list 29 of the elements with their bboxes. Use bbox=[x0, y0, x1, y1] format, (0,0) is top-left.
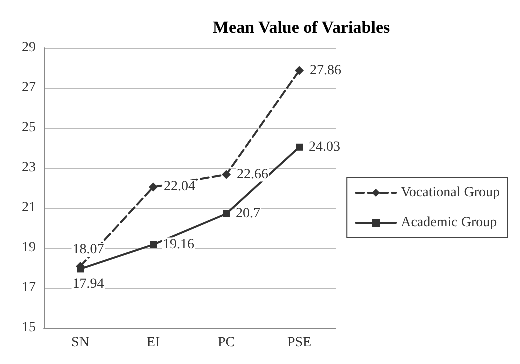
data-label: 17.94 bbox=[72, 277, 104, 292]
data-label: 22.04 bbox=[164, 180, 196, 195]
point bbox=[222, 170, 231, 180]
point bbox=[223, 210, 230, 218]
data-label: 19.16 bbox=[163, 237, 194, 252]
data-label: 24.03 bbox=[309, 140, 340, 155]
y-tick-label: 15 bbox=[22, 320, 36, 336]
point bbox=[150, 241, 157, 248]
y-tick-label: 23 bbox=[22, 160, 36, 176]
legend-label: Academic Group bbox=[401, 216, 498, 230]
y-tick-label: 21 bbox=[22, 200, 36, 216]
x-tick-label: EI bbox=[146, 336, 160, 350]
point bbox=[149, 182, 158, 192]
point bbox=[295, 66, 304, 76]
data-label: 20.7 bbox=[236, 206, 260, 222]
legend-label: Vocational Group bbox=[401, 186, 500, 200]
data-label: 27.86 bbox=[310, 63, 342, 78]
x-tick-label: PSE bbox=[287, 336, 312, 350]
y-tick-label: 29 bbox=[22, 40, 36, 56]
y-tick-label: 17 bbox=[22, 280, 36, 296]
y-tick-label: 27 bbox=[22, 80, 36, 96]
point bbox=[296, 144, 303, 151]
y-tick-label: 25 bbox=[22, 120, 36, 136]
x-tick-label: SN bbox=[72, 336, 90, 350]
x-tick-label: PC bbox=[218, 336, 236, 350]
data-label: 22.66 bbox=[237, 167, 268, 182]
chart-title: Mean Value of Variables bbox=[213, 18, 390, 37]
y-tick-label: 19 bbox=[22, 240, 36, 256]
data-label: 18.07 bbox=[72, 242, 104, 258]
